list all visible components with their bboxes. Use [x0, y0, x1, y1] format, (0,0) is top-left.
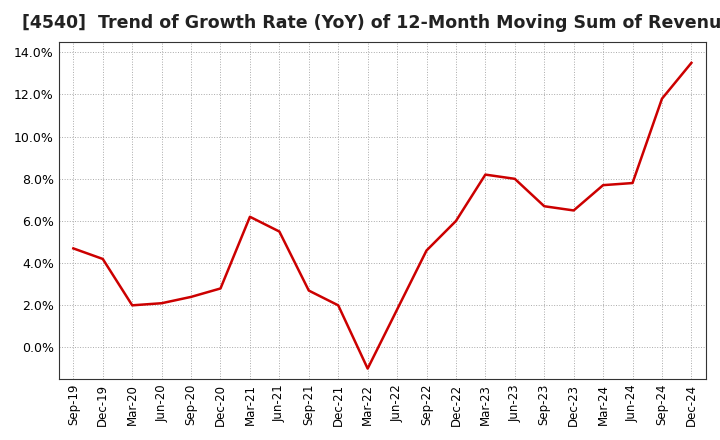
Title: [4540]  Trend of Growth Rate (YoY) of 12-Month Moving Sum of Revenues: [4540] Trend of Growth Rate (YoY) of 12-…: [22, 14, 720, 32]
